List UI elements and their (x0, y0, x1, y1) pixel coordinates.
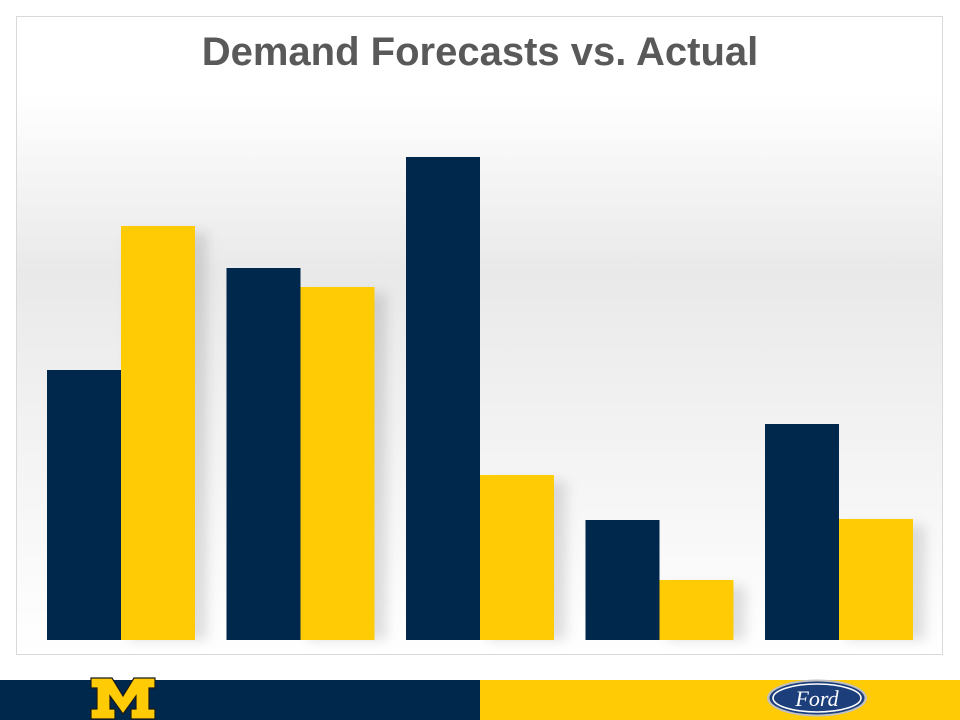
bar-forecast-1 (47, 370, 121, 640)
bar-forecast-3 (406, 157, 480, 640)
bar-actual-4 (659, 580, 734, 640)
bar-forecast-5 (765, 424, 839, 640)
bar-chart (47, 157, 925, 640)
bar-actual-3 (480, 475, 554, 640)
bar-forecast-2 (226, 268, 301, 640)
bars (47, 157, 913, 640)
footer-band-left (0, 680, 480, 720)
footer-band-right (480, 680, 960, 720)
chart-title: Demand Forecasts vs. Actual (201, 30, 759, 74)
bar-actual-1 (121, 226, 195, 640)
svg-text:Ford: Ford (794, 686, 839, 711)
bar-forecast-4 (585, 520, 660, 640)
block-m-logo (90, 677, 156, 720)
ford-oval-logo: Ford (767, 679, 867, 717)
bar-actual-5 (839, 519, 913, 640)
bar-actual-2 (300, 287, 375, 640)
